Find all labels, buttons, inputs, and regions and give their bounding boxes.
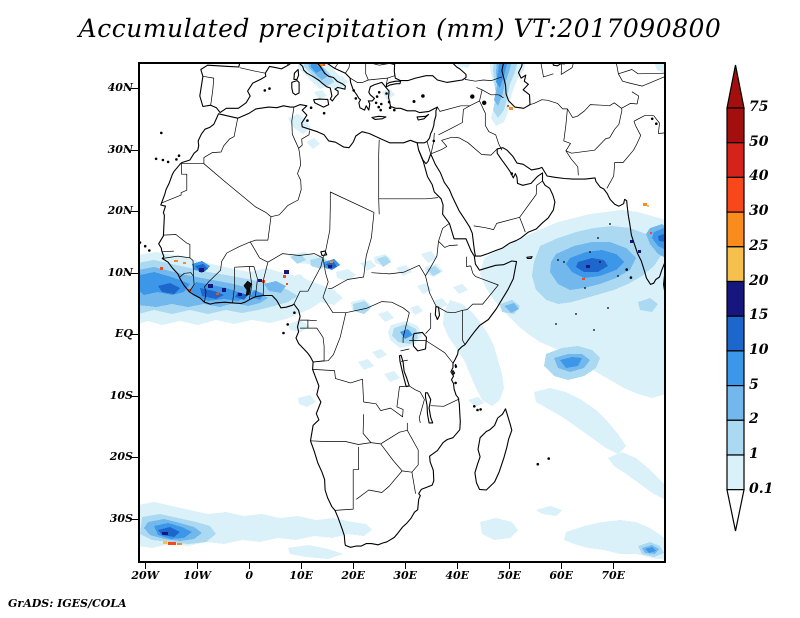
lat-tick-mark <box>131 518 138 520</box>
lon-tick-mark <box>509 563 511 569</box>
lat-tick-mark <box>131 395 138 397</box>
colorbar-label: 5 <box>749 376 759 393</box>
colorbar-label: 15 <box>749 307 769 324</box>
colorbar-label: 0.1 <box>749 480 774 497</box>
lat-tick-label: 10S <box>109 388 133 402</box>
lon-tick-mark <box>145 563 147 569</box>
plot-title: Accumulated precipitation (mm) VT:201709… <box>78 14 722 43</box>
lon-tick-label: 50E <box>497 569 522 582</box>
lon-tick-mark <box>405 563 407 569</box>
lat-tick-mark <box>131 87 138 89</box>
colorbar-label: 40 <box>749 168 769 185</box>
lat-tick-mark <box>131 334 138 336</box>
lon-tick-mark <box>301 563 303 569</box>
lat-tick-label: 30S <box>109 511 133 525</box>
lat-tick-label: 20S <box>109 450 133 464</box>
lon-tick-mark <box>457 563 459 569</box>
colorbar-label: 25 <box>749 237 769 254</box>
lat-tick-mark <box>131 149 138 151</box>
lat-tick-label: 40N <box>107 80 133 94</box>
colorbar <box>700 55 800 555</box>
lat-tick-mark <box>131 272 138 274</box>
lon-tick-label: 20W <box>131 569 159 582</box>
lon-tick-mark <box>561 563 563 569</box>
map-canvas <box>138 62 666 563</box>
lat-tick-mark <box>131 211 138 213</box>
grads-credit: GrADS: IGES/COLA <box>8 597 127 610</box>
lon-tick-label: 30E <box>393 569 418 582</box>
lat-tick-mark <box>131 457 138 459</box>
lon-tick-mark <box>613 563 615 569</box>
lat-tick-label: 30N <box>107 142 133 156</box>
lon-tick-mark <box>353 563 355 569</box>
lon-tick-label: 70E <box>601 569 626 582</box>
lon-tick-label: 20E <box>341 569 366 582</box>
colorbar-label: 75 <box>749 99 769 115</box>
lon-tick-label: 40E <box>445 569 470 582</box>
lon-tick-mark <box>197 563 199 569</box>
colorbar-label: 50 <box>749 133 769 150</box>
colorbar-label: 2 <box>749 411 759 428</box>
colorbar-label: 30 <box>749 203 769 220</box>
lon-tick-label: 0 <box>245 569 253 582</box>
lon-tick-label: 10E <box>289 569 314 582</box>
colorbar-label: 10 <box>749 341 769 358</box>
lon-tick-mark <box>249 563 251 569</box>
lat-tick-label: 10N <box>107 265 133 279</box>
lon-tick-label: 60E <box>549 569 574 582</box>
lon-tick-label: 10W <box>183 569 211 582</box>
lat-tick-label: 20N <box>107 204 133 218</box>
lat-tick-label: EQ <box>115 327 133 341</box>
colorbar-label: 1 <box>749 446 759 462</box>
colorbar-label: 20 <box>749 272 769 289</box>
